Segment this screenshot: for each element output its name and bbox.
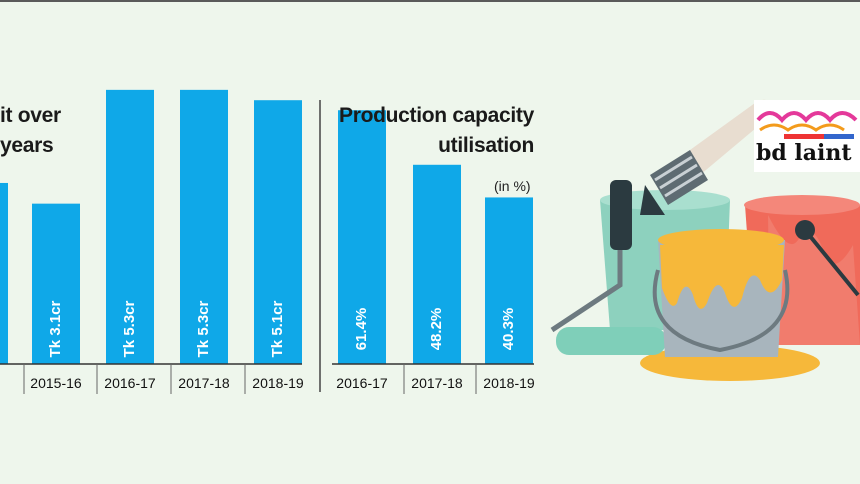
bar-1-2 — [485, 197, 533, 364]
tick-label-0-2: 2016-17 — [104, 375, 156, 391]
left-title-line-1: it over — [0, 104, 61, 127]
bar-label-1-1: 48.2% — [428, 308, 445, 351]
bar-0-4 — [254, 100, 302, 364]
paint-buckets-illustration — [550, 99, 860, 381]
tick-label-1-2: 2018-19 — [483, 375, 535, 391]
right-title-line-2: utilisation — [438, 134, 534, 157]
bar-label-1-0: 61.4% — [353, 308, 370, 351]
top-rule — [0, 0, 860, 2]
tick-label-0-3: 2017-18 — [178, 375, 230, 391]
bar-1-0 — [338, 110, 386, 364]
bar-0-2 — [106, 89, 154, 365]
logo-text: bd laint — [756, 140, 852, 166]
tick-label-0-4: 2018-19 — [252, 375, 304, 391]
right-title-line-1: Production capacity — [338, 104, 534, 127]
bar-0-3 — [180, 89, 228, 365]
brand-logo: bd laint — [754, 100, 860, 172]
unit-label: (in %) — [494, 178, 531, 194]
bar-label-0-3: Tk 5.3cr — [195, 300, 212, 357]
bar-label-0-2: Tk 5.3cr — [121, 300, 138, 357]
tick-label-1-0: 2016-17 — [336, 375, 388, 391]
bar-0-0 — [0, 182, 8, 364]
paint-brush-icon — [640, 99, 773, 215]
right-chart-title: Production capacity utilisation — [339, 101, 534, 161]
grey-paint-bucket-icon — [652, 229, 790, 357]
paint-roller-icon — [550, 180, 666, 355]
left-chart-title: it over years — [0, 101, 61, 161]
bar-label-0-4: Tk 5.1cr — [269, 300, 286, 357]
bar-label-1-2: 40.3% — [500, 308, 517, 351]
bar-label-0-1: Tk 3.1cr — [47, 300, 64, 357]
tick-label-0-1: 2015-16 — [30, 375, 82, 391]
bar-1-1 — [413, 164, 461, 364]
left-title-line-2: years — [0, 134, 54, 157]
tick-label-1-1: 2017-18 — [411, 375, 463, 391]
bar-0-1 — [32, 203, 80, 364]
